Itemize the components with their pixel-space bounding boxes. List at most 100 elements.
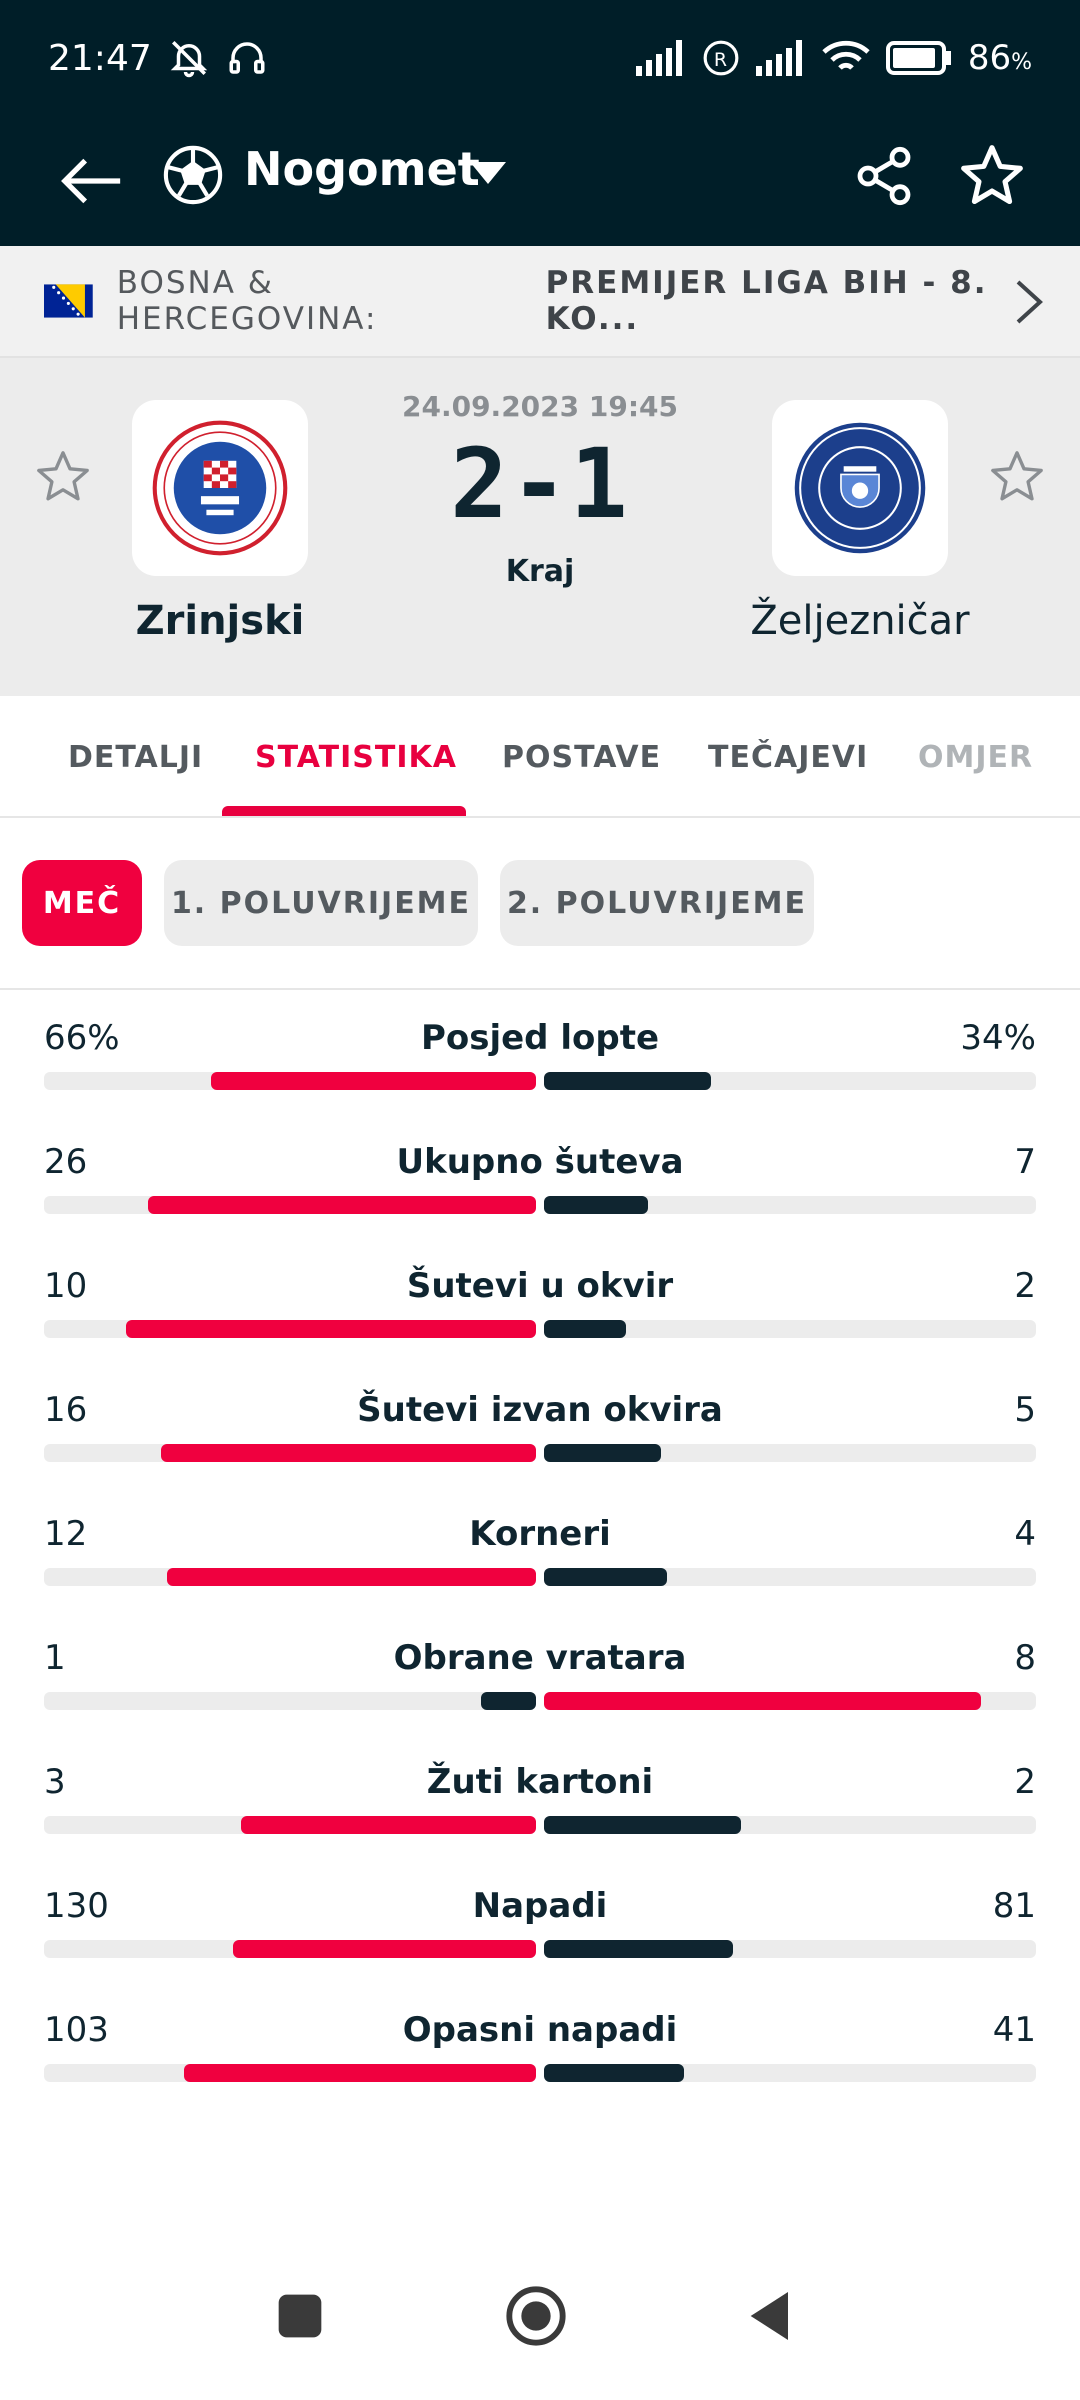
stat-away-track [544, 1320, 1036, 1338]
home-favorite-star-icon[interactable] [34, 448, 92, 506]
app-bar: Nogomet [0, 116, 1080, 246]
away-team-logo[interactable] [772, 400, 948, 576]
home-circle-icon[interactable] [504, 2284, 568, 2348]
stat-row: 1 Obrane vratara 8 [0, 1610, 1080, 1734]
tab-tecajevi[interactable]: TEČAJEVI [708, 740, 869, 775]
stat-home-track [44, 1816, 536, 1834]
stat-row: 103 Opasni napadi 41 [0, 1982, 1080, 2106]
stat-row: 130 Napadi 81 [0, 1858, 1080, 1982]
stat-home-track [44, 2064, 536, 2082]
stat-home-bar [167, 1568, 536, 1586]
stat-away-bar [544, 1072, 711, 1090]
stat-home-track [44, 1320, 536, 1338]
roaming-icon: R [703, 40, 739, 76]
active-tab-indicator [222, 806, 466, 816]
stat-home-track [44, 1072, 536, 1090]
home-team-name[interactable]: Zrinjski [135, 598, 305, 644]
match-date: 24.09.2023 19:45 [401, 390, 678, 423]
stat-home-track [44, 1940, 536, 1958]
tab-postave[interactable]: POSTAVE [502, 740, 662, 775]
chevron-down-icon[interactable] [470, 162, 506, 186]
stat-home-value: 26 [44, 1142, 88, 1182]
match-tabs: DETALJI STATISTIKA POSTAVE TEČAJEVI OMJE… [0, 696, 1080, 818]
stat-home-bar [241, 1816, 536, 1834]
away-team-name[interactable]: Željezničar [750, 598, 970, 644]
stat-away-bar [544, 1320, 626, 1338]
sport-title[interactable]: Nogomet [244, 142, 480, 196]
stat-label: Šutevi izvan okvira [357, 1390, 723, 1430]
league-name: PREMIJER LIGA BIH - 8. KO... [545, 265, 988, 337]
mute-bell-icon [170, 41, 207, 78]
stat-away-track [544, 1816, 1036, 1834]
stat-label: Žuti kartoni [426, 1762, 654, 1802]
stat-label: Napadi [472, 1886, 608, 1926]
stat-home-bar [184, 2064, 536, 2082]
stat-away-track [544, 1692, 1036, 1710]
stat-label: Posjed lopte [420, 1018, 660, 1058]
stat-row: 12 Korneri 4 [0, 1486, 1080, 1610]
share-icon[interactable] [852, 144, 916, 208]
wifi-icon [822, 40, 870, 70]
stat-home-track [44, 1444, 536, 1462]
stat-away-track [544, 1568, 1036, 1586]
back-arrow-icon[interactable] [56, 146, 126, 216]
stat-home-value: 12 [44, 1514, 88, 1554]
chevron-right-icon[interactable] [1014, 280, 1044, 324]
filter-second-half[interactable]: 2. POLUVRIJEME [500, 860, 814, 946]
signal-icon-2 [755, 40, 802, 76]
battery-percent: 86% [967, 38, 1032, 78]
stat-away-value: 2 [1014, 1266, 1036, 1306]
stat-away-track [544, 1072, 1036, 1090]
stat-away-bar [544, 1816, 741, 1834]
stat-away-track [544, 1196, 1036, 1214]
league-breadcrumb[interactable]: BOSNA & HERCEGOVINA: PREMIJER LIGA BIH -… [0, 246, 1080, 358]
stat-away-value: 5 [1014, 1390, 1036, 1430]
stat-away-value: 7 [1014, 1142, 1036, 1182]
zrinjski-crest-icon [152, 420, 288, 556]
away-favorite-star-icon[interactable] [988, 448, 1046, 506]
stat-label: Opasni napadi [402, 2010, 678, 2050]
stat-away-value: 4 [1014, 1514, 1036, 1554]
stat-away-bar [544, 1444, 661, 1462]
stat-home-value: 16 [44, 1390, 88, 1430]
stat-away-value: 41 [992, 2010, 1036, 2050]
stat-home-bar [211, 1072, 536, 1090]
tab-statistika[interactable]: STATISTIKA [255, 740, 457, 775]
stat-home-value: 103 [44, 2010, 109, 2050]
stat-home-value: 130 [44, 1886, 109, 1926]
recents-square-icon[interactable] [268, 2284, 332, 2348]
period-filters: MEČ 1. POLUVRIJEME 2. POLUVRIJEME [0, 818, 1080, 990]
stat-home-bar [148, 1196, 536, 1214]
stat-away-value: 34% [960, 1018, 1036, 1058]
zeljeznicar-crest-icon [794, 422, 926, 554]
tab-detalji[interactable]: DETALJI [68, 740, 204, 775]
headset-icon [229, 42, 265, 74]
bosnia-flag-icon [44, 284, 93, 318]
star-icon[interactable] [958, 142, 1026, 210]
stat-away-bar [544, 2064, 684, 2082]
stat-home-bar [161, 1444, 536, 1462]
back-triangle-icon[interactable] [740, 2284, 804, 2348]
stat-home-value: 1 [44, 1638, 66, 1678]
filter-first-half[interactable]: 1. POLUVRIJEME [164, 860, 478, 946]
home-team-logo[interactable] [132, 400, 308, 576]
stat-home-value: 10 [44, 1266, 88, 1306]
tab-omjer[interactable]: OMJER [918, 740, 1034, 775]
system-nav-bar [0, 2240, 1080, 2400]
stat-away-bar [544, 1692, 981, 1710]
stat-home-track [44, 1568, 536, 1586]
svg-text:R: R [714, 49, 727, 71]
stat-away-bar [544, 1568, 667, 1586]
status-time: 21:47 [48, 37, 152, 79]
stat-away-track [544, 1940, 1036, 1958]
stat-away-value: 81 [992, 1886, 1036, 1926]
status-bar: 21:47 R 86% [0, 0, 1080, 116]
stat-label: Obrane vratara [393, 1638, 687, 1678]
stat-away-value: 8 [1014, 1638, 1036, 1678]
signal-icon [635, 40, 682, 76]
football-icon[interactable] [162, 144, 224, 206]
stat-away-track [544, 1444, 1036, 1462]
filter-mec[interactable]: MEČ [22, 860, 142, 946]
stat-away-value: 2 [1014, 1762, 1036, 1802]
league-country: BOSNA & HERCEGOVINA: [116, 265, 378, 337]
